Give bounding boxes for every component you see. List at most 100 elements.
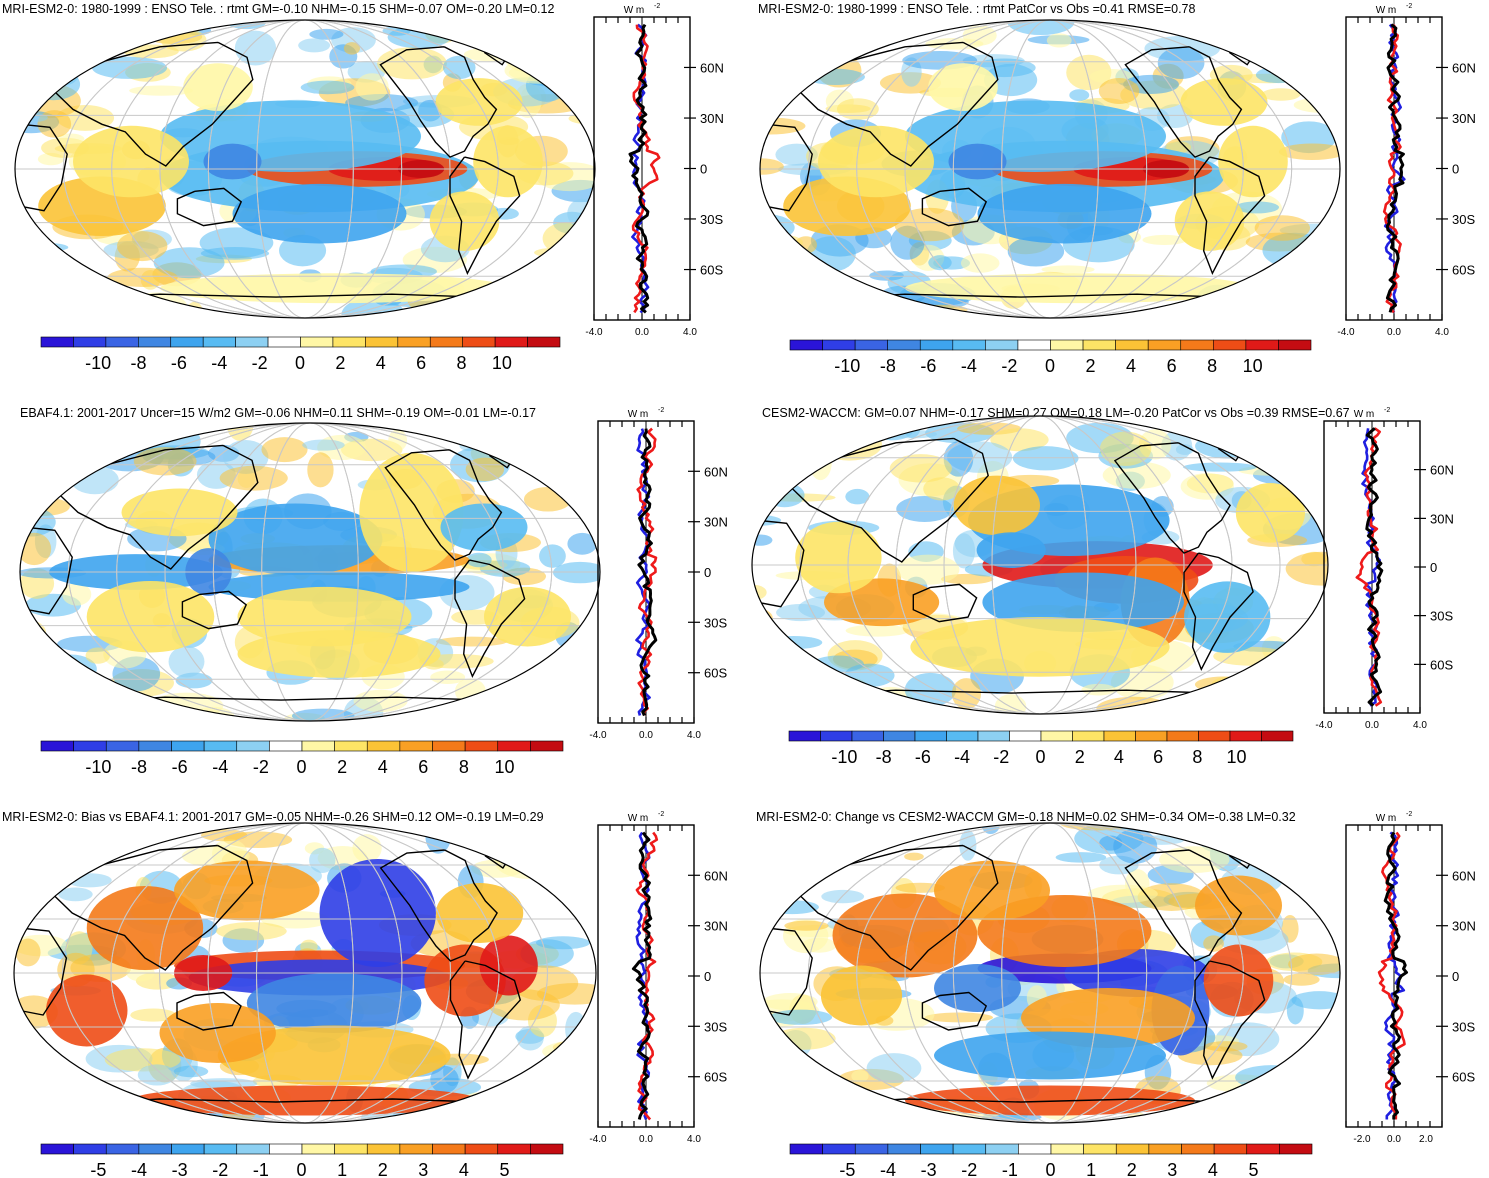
colorbar-swatch: [105, 740, 140, 752]
zonal-lat-label: 30N: [1452, 919, 1476, 934]
field-feature: [479, 935, 538, 996]
colorbar-swatch: [1103, 730, 1136, 742]
zonal-lat-label: 60S: [700, 263, 723, 278]
field-blob: [951, 678, 982, 710]
field-blob: [70, 465, 119, 495]
field-feature: [440, 503, 528, 552]
field-blob: [555, 423, 600, 440]
zonal-lat-label: 60S: [704, 1070, 727, 1085]
colorbar-tick-label: 8: [459, 757, 469, 777]
colorbar-swatch: [332, 336, 366, 348]
field-blob: [567, 532, 598, 555]
zonal-x-tick-label: 0.0: [639, 730, 653, 741]
zonal-units-label: W m: [1354, 409, 1375, 420]
map-field: [760, 823, 1340, 1123]
zonal-x-tick-label: 2.0: [1419, 1134, 1433, 1145]
zonal-series-black: [1365, 427, 1384, 707]
field-blob: [129, 85, 194, 96]
field-feature: [246, 973, 422, 1033]
field-blob: [1299, 856, 1335, 873]
colorbar-tick-label: -2: [993, 747, 1009, 767]
zonal-x-tick-label: 4.0: [1435, 327, 1449, 338]
field-blob: [760, 1088, 802, 1101]
field-blob: [536, 983, 596, 1005]
colorbar-swatch: [73, 740, 107, 752]
field-blob: [34, 828, 97, 847]
colorbar-swatch: [105, 336, 139, 348]
zonal-x-tick-label: -4.0: [589, 730, 607, 741]
zonal-units-label: W m: [624, 5, 645, 16]
field-blob: [1314, 1036, 1340, 1060]
graticule-lon: [1001, 823, 1099, 1123]
zonal-units-exponent: -2: [654, 3, 660, 10]
field-blob: [127, 292, 188, 318]
field-blob: [760, 213, 795, 242]
field-blob: [15, 295, 43, 312]
field-blob: [1283, 973, 1320, 986]
colorbar-tick-label: 2: [1075, 747, 1085, 767]
panel-4: CESM2-WACCM: GM=0.07 NHM=-0.17 SHM=0.27 …: [751, 406, 1454, 767]
colorbar-swatch: [1181, 1143, 1215, 1155]
field-blob: [1256, 1078, 1281, 1109]
graticule-lon: [1001, 20, 1099, 318]
zonal-x-tick-label: 0.0: [1365, 720, 1379, 731]
map-border: [751, 415, 1329, 715]
graticule-lon: [261, 423, 359, 721]
zonal-lat-label: 0: [1452, 162, 1459, 177]
field-blob: [1046, 33, 1072, 48]
field-blob: [844, 663, 895, 688]
field-feature: [359, 452, 464, 572]
zonal-lat-label: 30S: [700, 212, 723, 227]
field-feature: [910, 617, 1170, 677]
field-feature: [484, 586, 571, 647]
colorbar-tick-label: 3: [418, 1160, 428, 1178]
colorbar-swatch: [1050, 339, 1084, 351]
coastline: [1124, 849, 1243, 962]
field-feature: [435, 78, 523, 126]
colorbar-tick-label: 10: [492, 353, 512, 373]
field-blob: [20, 497, 70, 517]
field-blob: [15, 938, 41, 967]
colorbar-swatch: [399, 1143, 433, 1155]
graticule-lon: [904, 20, 1196, 318]
colorbar-swatch: [269, 1143, 303, 1155]
field-blob: [928, 255, 952, 271]
field-blob: [1273, 296, 1330, 308]
graticule-lon: [952, 20, 1148, 318]
colorbar-swatch: [883, 730, 916, 742]
colorbar-swatch: [854, 1143, 889, 1155]
colorbar-tick-label: -4: [961, 356, 977, 376]
field-blob: [1154, 702, 1173, 714]
field-blob: [1264, 28, 1316, 39]
zonal-lat-label: 0: [700, 162, 707, 177]
field-feature: [905, 1085, 1195, 1116]
field-blob: [1221, 1091, 1278, 1118]
field-blob: [805, 68, 865, 86]
field-blob: [1113, 828, 1158, 864]
field-feature: [953, 475, 1040, 536]
field-feature: [203, 143, 262, 180]
panel-title: EBAF4.1: 2001-2017 Uncer=15 W/m2 GM=-0.0…: [20, 406, 536, 420]
colorbar-swatch: [236, 740, 270, 752]
field-feature: [435, 883, 524, 943]
coastline: [449, 156, 521, 275]
graticule-lon: [212, 423, 408, 721]
field-blob: [767, 45, 825, 75]
map-field: [14, 823, 596, 1123]
zonal-x-tick-label: 4.0: [687, 730, 701, 741]
field-blob: [1285, 551, 1328, 586]
zonal-x-tick-label: -4.0: [1337, 327, 1355, 338]
colorbar-swatch: [527, 336, 561, 348]
field-blob: [962, 25, 997, 46]
colorbar-swatch: [497, 740, 531, 752]
field-feature: [832, 893, 978, 978]
colorbar-tick-label: 4: [378, 757, 388, 777]
map-border: [759, 19, 1341, 319]
colorbar-swatch: [914, 730, 947, 742]
field-blob: [1204, 685, 1232, 702]
zonal-series-black: [628, 23, 650, 314]
field-blob: [1301, 20, 1340, 47]
colorbar-swatch: [497, 1143, 531, 1155]
colorbar-swatch: [138, 1143, 172, 1155]
